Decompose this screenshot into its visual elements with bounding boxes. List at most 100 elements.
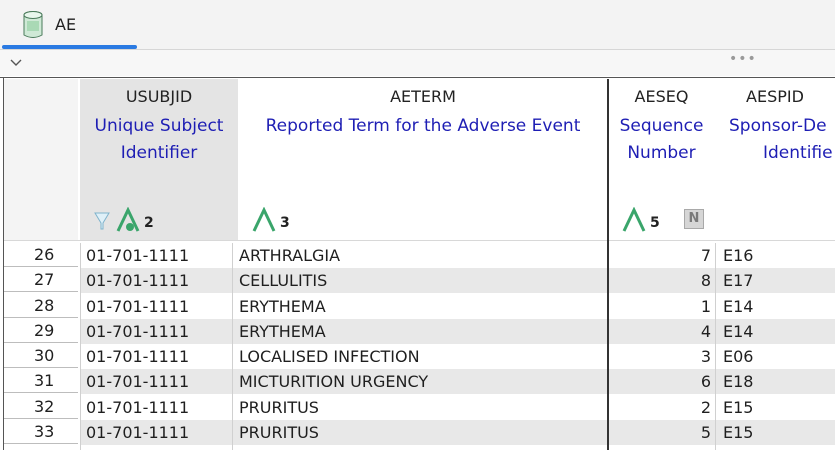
cell-aespid[interactable]: E15 xyxy=(723,423,754,443)
row-number-divider xyxy=(4,417,78,419)
cell-aeseq[interactable]: 8 xyxy=(700,271,711,291)
table-row[interactable]: 31 01-701-1111 MICTURITION URGENCY 6 E18 xyxy=(4,369,835,395)
cell-aeterm[interactable]: ERYTHEMA xyxy=(239,321,326,341)
row-number-divider xyxy=(4,367,78,369)
column-name: USUBJID xyxy=(125,87,193,106)
panel-toolbar: ••• xyxy=(0,50,835,76)
cell-usubjid[interactable]: 01-701-1111 xyxy=(86,271,190,291)
table-row[interactable]: 27 01-701-1111 CELLULITIS 8 E17 xyxy=(4,268,835,294)
column-header-aeterm[interactable]: AETERM Reported Term for the Adverse Eve… xyxy=(238,79,608,241)
row-number-divider xyxy=(4,392,78,394)
row-cells: 01-701-1111 LOCALISED INFECTION 3 E06 xyxy=(80,344,835,369)
row-number-divider xyxy=(4,291,78,293)
cell-aeseq[interactable]: 5 xyxy=(700,423,711,443)
column-name: AESPID xyxy=(746,87,804,106)
table-row[interactable]: 30 01-701-1111 LOCALISED INFECTION 3 E06 xyxy=(4,344,835,369)
row-number-label: 30 xyxy=(34,346,55,366)
row-cells: 01-701-1111 CELLULITIS 8 E17 xyxy=(80,268,835,294)
cell-aespid[interactable]: E06 xyxy=(723,347,754,367)
table-row[interactable]: 33 01-701-1111 PRURITUS 5 E15 xyxy=(4,420,835,446)
column-header-aespid[interactable]: AESPID Sponsor-De Identifie xyxy=(715,79,835,241)
cell-aespid[interactable]: E15 xyxy=(723,397,754,417)
cell-aeseq[interactable]: 2 xyxy=(700,397,711,417)
table-row[interactable]: 26 01-701-1111 ARTHRALGIA 7 E16 xyxy=(4,243,835,268)
filter-icon[interactable] xyxy=(94,211,110,231)
table-row[interactable]: 32 01-701-1111 PRURITUS 2 E15 xyxy=(4,395,835,420)
row-number-label: 31 xyxy=(34,371,55,391)
cell-aespid[interactable]: E17 xyxy=(723,271,754,291)
row-number-label: 32 xyxy=(34,396,55,416)
cell-usubjid[interactable]: 01-701-1111 xyxy=(86,296,190,316)
table-row[interactable]: 29 01-701-1111 ERYTHEMA 4 E14 xyxy=(4,318,835,344)
row-cells: 01-701-1111 ERYTHEMA 4 E14 xyxy=(80,318,835,344)
cell-aeseq[interactable]: 1 xyxy=(700,296,711,316)
row-number-header[interactable] xyxy=(4,79,78,241)
cell-aeseq[interactable]: 7 xyxy=(700,246,711,265)
row-number-divider xyxy=(4,443,78,445)
row-number-label: 27 xyxy=(34,270,55,290)
cell-aespid[interactable]: E18 xyxy=(723,372,754,392)
table-body: 26 01-701-1111 ARTHRALGIA 7 E16 27 01-701-1111… xyxy=(4,243,835,446)
numeric-type-icon: N xyxy=(684,209,704,229)
row-cells: 01-701-1111 PRURITUS 2 E15 xyxy=(80,395,835,420)
sort-order-badge: 5 xyxy=(650,215,660,231)
row-number[interactable]: 31 xyxy=(4,369,78,394)
row-number[interactable]: 27 xyxy=(4,268,78,293)
row-number[interactable]: 29 xyxy=(4,319,78,343)
row-number-label: 33 xyxy=(34,422,55,442)
column-name: AETERM xyxy=(390,87,456,106)
chevron-down-icon[interactable] xyxy=(8,54,24,70)
cell-usubjid[interactable]: 01-701-1111 xyxy=(86,321,190,341)
row-number[interactable]: 32 xyxy=(4,395,78,419)
row-number[interactable]: 26 xyxy=(4,243,78,267)
row-number-divider xyxy=(4,341,78,343)
row-number[interactable]: 28 xyxy=(4,294,78,318)
column-divider xyxy=(715,243,716,450)
sort-ascending-icon[interactable] xyxy=(116,207,140,233)
cell-aeterm[interactable]: MICTURITION URGENCY xyxy=(239,372,429,392)
cell-usubjid[interactable]: 01-701-1111 xyxy=(86,423,190,443)
sort-order-badge: 3 xyxy=(280,215,290,231)
grid-border xyxy=(3,78,4,450)
more-options-icon[interactable]: ••• xyxy=(729,51,757,67)
cell-aeterm[interactable]: ERYTHEMA xyxy=(239,296,326,316)
cell-aeterm[interactable]: PRURITUS xyxy=(239,397,319,417)
cell-aespid[interactable]: E14 xyxy=(723,321,754,341)
column-label: Unique Subject Identifier xyxy=(94,116,224,163)
cell-aeseq[interactable]: 4 xyxy=(700,321,711,341)
row-number-divider xyxy=(4,316,78,318)
row-number-label: 26 xyxy=(34,245,55,264)
column-divider xyxy=(80,243,81,450)
column-name: AESEQ xyxy=(634,87,689,106)
cell-aeterm[interactable]: ARTHRALGIA xyxy=(239,246,341,265)
active-tab-indicator xyxy=(2,45,137,49)
cell-aespid[interactable]: E16 xyxy=(723,246,754,265)
cell-aeseq[interactable]: 3 xyxy=(700,347,711,367)
row-number[interactable]: 30 xyxy=(4,344,78,369)
cell-usubjid[interactable]: 01-701-1111 xyxy=(86,397,190,417)
database-table-icon xyxy=(23,11,43,38)
column-header-aeseq[interactable]: AESEQ Sequence Number 5 N xyxy=(608,79,715,241)
cell-usubjid[interactable]: 01-701-1111 xyxy=(86,347,190,367)
column-label: Sponsor-De Identifie xyxy=(729,116,833,163)
cell-aeterm[interactable]: LOCALISED INFECTION xyxy=(239,347,420,367)
column-label: Sequence Number xyxy=(619,116,704,163)
data-grid xyxy=(0,77,835,451)
cell-aeterm[interactable]: CELLULITIS xyxy=(239,271,328,291)
sort-ascending-icon[interactable] xyxy=(252,207,276,233)
row-number-label: 28 xyxy=(34,295,55,315)
cell-aeterm[interactable]: PRURITUS xyxy=(239,423,319,443)
tab-separator xyxy=(0,49,835,50)
cell-aespid[interactable]: E14 xyxy=(723,296,754,316)
row-cells: 01-701-1111 ERYTHEMA 1 E14 xyxy=(80,294,835,319)
cell-usubjid[interactable]: 01-701-1111 xyxy=(86,246,190,265)
table-row[interactable]: 28 01-701-1111 ERYTHEMA 1 E14 xyxy=(4,294,835,319)
tab-label: AE xyxy=(55,15,77,34)
row-number[interactable]: 33 xyxy=(4,420,78,445)
tab-ae[interactable]: AE xyxy=(0,0,138,50)
column-divider-thick[interactable] xyxy=(607,79,609,450)
column-header-usubjid[interactable]: USUBJID Unique Subject Identifier 2 xyxy=(80,79,238,241)
cell-usubjid[interactable]: 01-701-1111 xyxy=(86,372,190,392)
sort-ascending-icon[interactable] xyxy=(622,207,646,233)
cell-aeseq[interactable]: 6 xyxy=(700,372,711,392)
